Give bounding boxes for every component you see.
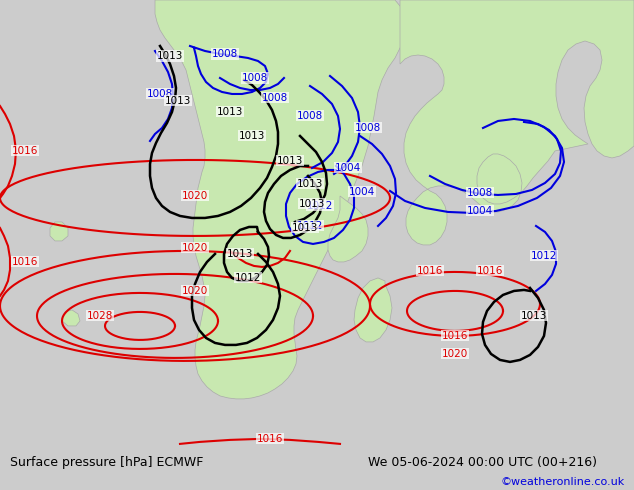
Text: 1013: 1013 (165, 96, 191, 106)
Polygon shape (400, 0, 634, 245)
Text: 1020: 1020 (182, 243, 208, 253)
Text: ©weatheronline.co.uk: ©weatheronline.co.uk (500, 477, 624, 487)
Text: 1008: 1008 (297, 111, 323, 121)
Text: 1028: 1028 (87, 311, 113, 321)
Text: 1016: 1016 (417, 266, 443, 276)
Text: 1013: 1013 (299, 199, 325, 209)
Text: 1004: 1004 (467, 206, 493, 216)
Text: 1008: 1008 (242, 73, 268, 83)
Polygon shape (155, 0, 408, 399)
Text: 1013: 1013 (157, 51, 183, 61)
Text: 1013: 1013 (239, 131, 265, 141)
Text: 1016: 1016 (12, 257, 38, 267)
Polygon shape (50, 222, 68, 241)
Polygon shape (354, 278, 392, 342)
Text: 1004: 1004 (335, 163, 361, 173)
Text: 1013: 1013 (521, 311, 547, 321)
Polygon shape (62, 310, 80, 326)
Text: 1008: 1008 (355, 123, 381, 133)
Text: 1020: 1020 (182, 286, 208, 296)
Text: 1008: 1008 (212, 49, 238, 59)
Text: 1016: 1016 (12, 146, 38, 156)
Text: Surface pressure [hPa] ECMWF: Surface pressure [hPa] ECMWF (10, 456, 203, 469)
Text: 1016: 1016 (477, 266, 503, 276)
Text: 1008: 1008 (147, 89, 173, 99)
Text: 1008: 1008 (467, 188, 493, 198)
Text: 1008: 1008 (262, 93, 288, 103)
Text: 1012: 1012 (531, 251, 557, 261)
Text: 1012: 1012 (297, 221, 323, 231)
Text: 1013: 1013 (292, 223, 318, 233)
Text: 1013: 1013 (297, 179, 323, 189)
Text: 1012: 1012 (235, 273, 261, 283)
Text: 1016: 1016 (257, 434, 283, 444)
Text: 1012: 1012 (307, 201, 333, 211)
Text: 1016: 1016 (442, 331, 468, 341)
Text: 1020: 1020 (442, 349, 468, 359)
Polygon shape (328, 196, 368, 262)
Text: We 05-06-2024 00:00 UTC (00+216): We 05-06-2024 00:00 UTC (00+216) (368, 456, 597, 469)
Text: 1013: 1013 (277, 156, 303, 166)
Text: 1020: 1020 (182, 191, 208, 201)
Text: 1013: 1013 (217, 107, 243, 117)
Text: 1004: 1004 (349, 187, 375, 197)
Text: 1013: 1013 (227, 249, 253, 259)
